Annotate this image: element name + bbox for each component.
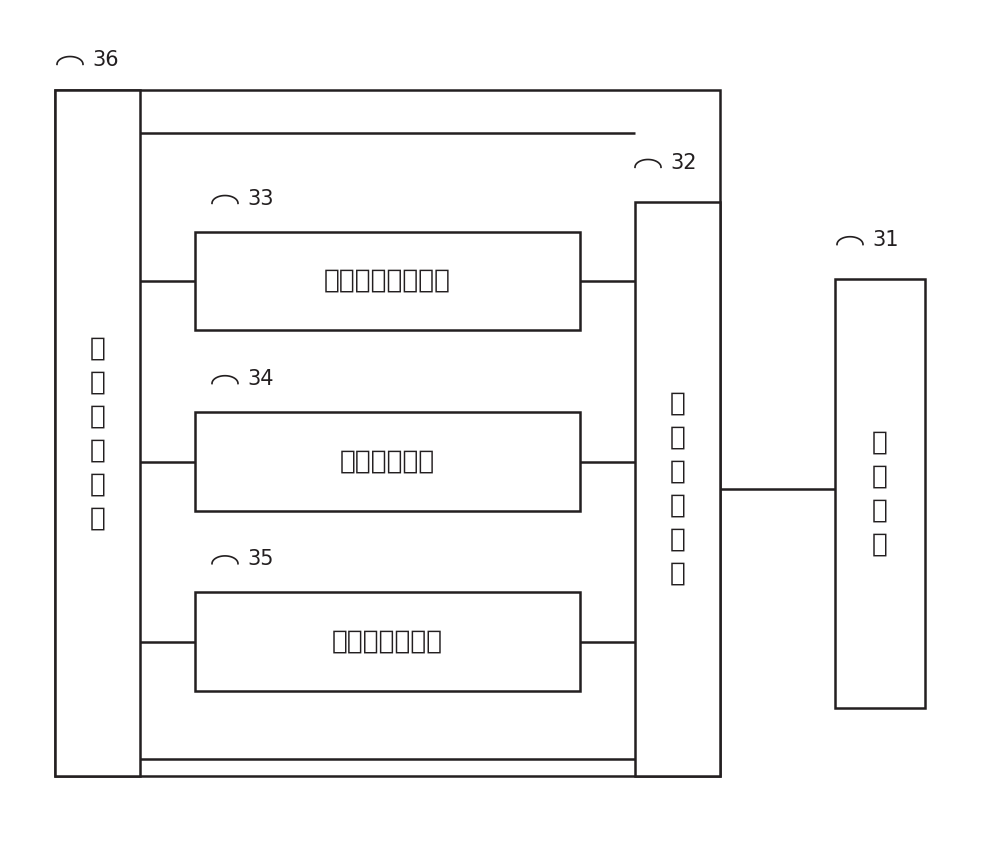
Text: 32: 32 [670, 153, 696, 173]
Text: 配
置
管
理
模
块: 配 置 管 理 模 块 [90, 335, 105, 531]
Bar [195, 232, 580, 330]
Text: 35: 35 [247, 549, 274, 570]
Text: 确
定
模
块: 确 定 模 块 [872, 429, 888, 558]
Bar [635, 202, 720, 776]
Bar [195, 592, 580, 691]
Text: 33: 33 [247, 189, 274, 209]
Text: 索引管理模块: 索引管理模块 [340, 448, 435, 474]
Text: 用户特征管理模块: 用户特征管理模块 [324, 268, 451, 294]
Text: 过滤器管理模块: 过滤器管理模块 [332, 628, 443, 655]
Text: 36: 36 [92, 50, 119, 70]
Text: 34: 34 [247, 369, 274, 390]
Text: 数
据
获
取
模
块: 数 据 获 取 模 块 [670, 391, 685, 587]
Text: 31: 31 [872, 230, 898, 251]
Bar [195, 412, 580, 511]
Bar [55, 90, 140, 776]
Bar [835, 279, 925, 708]
Bar [55, 90, 720, 776]
